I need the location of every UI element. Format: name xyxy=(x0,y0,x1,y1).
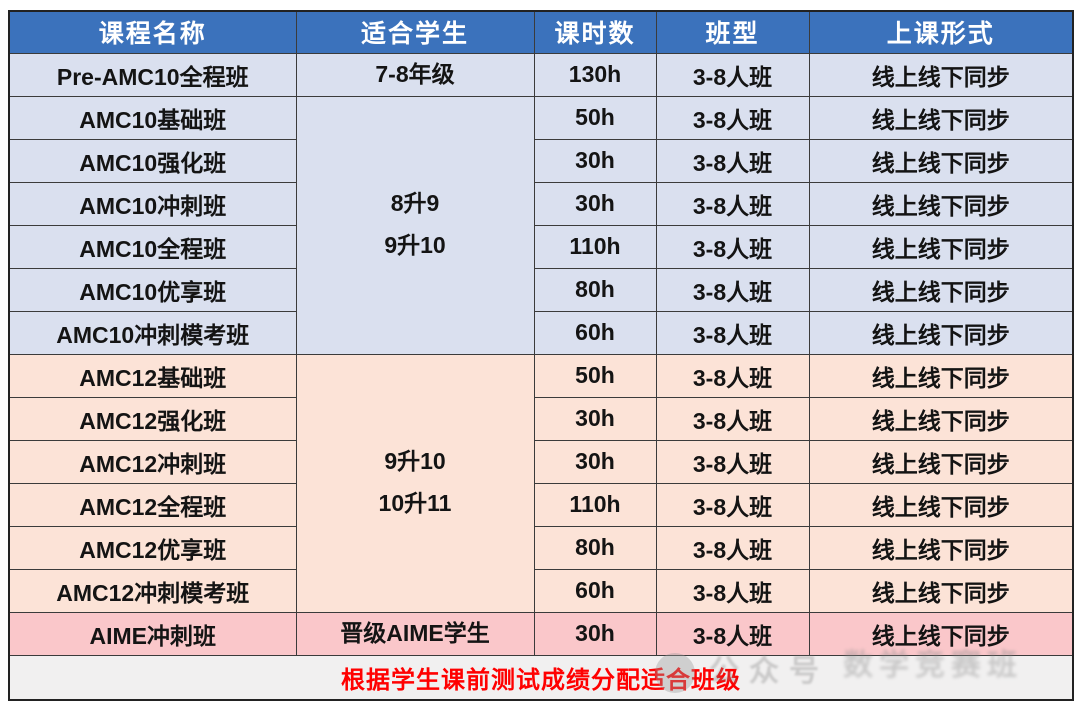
class-type-cell: 3-8人班 xyxy=(655,611,810,656)
format-cell: 线上线下同步 xyxy=(808,439,1074,484)
hours-cell: 30h xyxy=(533,611,657,656)
header-cell: 上课形式 xyxy=(808,10,1074,54)
hours-cell: 60h xyxy=(533,310,657,355)
hours-cell: 30h xyxy=(533,439,657,484)
course-name-cell: AMC12冲刺模考班 xyxy=(8,568,297,613)
class-type-cell: 3-8人班 xyxy=(655,310,810,355)
course-name-cell: Pre-AMC10全程班 xyxy=(8,52,297,97)
student-level-cell: 7-8年级 xyxy=(295,52,535,97)
class-type-cell: 3-8人班 xyxy=(655,482,810,527)
class-type-cell: 3-8人班 xyxy=(655,267,810,312)
table-row: AMC10优享班 80h 3-8人班 线上线下同步 xyxy=(8,267,1074,312)
format-cell: 线上线下同步 xyxy=(808,224,1074,269)
course-name-cell: AMC12强化班 xyxy=(8,396,297,441)
course-name-cell: AMC12优享班 xyxy=(8,525,297,570)
table-row: AMC10基础班 8升9 9升10 50h 3-8人班 线上线下同步 xyxy=(8,95,1074,355)
student-level-cell: 晋级AIME学生 xyxy=(295,611,535,656)
class-type-cell: 3-8人班 xyxy=(655,568,810,613)
class-type-cell: 3-8人班 xyxy=(655,396,810,441)
course-name-cell: AMC12全程班 xyxy=(8,482,297,527)
format-cell: 线上线下同步 xyxy=(808,95,1074,140)
course-name-cell: AIME冲刺班 xyxy=(8,611,297,656)
class-type-cell: 3-8人班 xyxy=(655,52,810,97)
format-cell: 线上线下同步 xyxy=(808,52,1074,97)
footer-note: 根据学生课前测试成绩分配适合班级 xyxy=(8,654,1074,701)
hours-cell: 80h xyxy=(533,525,657,570)
format-cell: 线上线下同步 xyxy=(808,611,1074,656)
hours-cell: 110h xyxy=(533,224,657,269)
course-schedule-table: 课程名称 适合学生 课时数 班型 上课形式 Pre-AMC10全程班 7-8年级 130h 3… xyxy=(8,10,1074,701)
class-type-cell: 3-8人班 xyxy=(655,439,810,484)
header-cell: 课程名称 xyxy=(8,10,297,54)
student-level-line: 7-8年级 xyxy=(375,60,455,87)
header-row: 课程名称 适合学生 课时数 班型 上课形式 xyxy=(8,10,1074,54)
format-cell: 线上线下同步 xyxy=(808,181,1074,226)
hours-cell: 30h xyxy=(533,396,657,441)
student-level-cell: 8升9 9升10 xyxy=(295,95,535,355)
table-row: Pre-AMC10全程班 7-8年级 130h 3-8人班 线上线下同步 xyxy=(8,52,1074,97)
class-type-cell: 3-8人班 xyxy=(655,138,810,183)
footer-row: 根据学生课前测试成绩分配适合班级 xyxy=(8,654,1074,701)
student-level-line: 10升11 xyxy=(378,490,452,516)
course-name-cell: AMC10基础班 xyxy=(8,95,297,140)
table-row: AMC10冲刺班 30h 3-8人班 线上线下同步 xyxy=(8,181,1074,226)
class-type-cell: 3-8人班 xyxy=(655,525,810,570)
table-row: AIME冲刺班 晋级AIME学生 30h 3-8人班 线上线下同步 xyxy=(8,611,1074,656)
hours-cell: 50h xyxy=(533,95,657,140)
table-row: AMC12冲刺班 30h 3-8人班 线上线下同步 xyxy=(8,439,1074,484)
course-name-cell: AMC10冲刺班 xyxy=(8,181,297,226)
hours-cell: 30h xyxy=(533,138,657,183)
table-row: AMC12优享班 80h 3-8人班 线上线下同步 xyxy=(8,525,1074,570)
format-cell: 线上线下同步 xyxy=(808,525,1074,570)
student-level-line: 9升10 xyxy=(384,232,446,258)
course-name-cell: AMC10全程班 xyxy=(8,224,297,269)
hours-cell: 110h xyxy=(533,482,657,527)
table-row: AMC12强化班 30h 3-8人班 线上线下同步 xyxy=(8,396,1074,441)
format-cell: 线上线下同步 xyxy=(808,267,1074,312)
table-row: AMC12全程班 110h 3-8人班 线上线下同步 xyxy=(8,482,1074,527)
table-row: AMC10强化班 30h 3-8人班 线上线下同步 xyxy=(8,138,1074,183)
student-level-line: 8升9 xyxy=(390,190,440,217)
class-type-cell: 3-8人班 xyxy=(655,353,810,398)
header-cell: 适合学生 xyxy=(295,10,535,54)
format-cell: 线上线下同步 xyxy=(808,353,1074,398)
format-cell: 线上线下同步 xyxy=(808,138,1074,183)
class-type-cell: 3-8人班 xyxy=(655,181,810,226)
course-name-cell: AMC10优享班 xyxy=(8,267,297,312)
hours-cell: 30h xyxy=(533,181,657,226)
course-name-cell: AMC10强化班 xyxy=(8,138,297,183)
student-level-line: 9升10 xyxy=(384,448,446,475)
class-type-cell: 3-8人班 xyxy=(655,95,810,140)
table-row: AMC12基础班 9升10 10升11 50h 3-8人班 线上线下同步 xyxy=(8,353,1074,613)
table-row: AMC10全程班 110h 3-8人班 线上线下同步 xyxy=(8,224,1074,269)
table-row: AMC12冲刺模考班 60h 3-8人班 线上线下同步 xyxy=(8,568,1074,613)
header-cell: 课时数 xyxy=(533,10,657,54)
course-name-cell: AMC10冲刺模考班 xyxy=(8,310,297,355)
hours-cell: 60h xyxy=(533,568,657,613)
table-row: AMC10冲刺模考班 60h 3-8人班 线上线下同步 xyxy=(8,310,1074,355)
format-cell: 线上线下同步 xyxy=(808,568,1074,613)
course-name-cell: AMC12基础班 xyxy=(8,353,297,398)
course-name-cell: AMC12冲刺班 xyxy=(8,439,297,484)
class-type-cell: 3-8人班 xyxy=(655,224,810,269)
header-cell: 班型 xyxy=(655,10,810,54)
format-cell: 线上线下同步 xyxy=(808,482,1074,527)
format-cell: 线上线下同步 xyxy=(808,310,1074,355)
hours-cell: 130h xyxy=(533,52,657,97)
hours-cell: 50h xyxy=(533,353,657,398)
student-level-cell: 9升10 10升11 xyxy=(295,353,535,613)
format-cell: 线上线下同步 xyxy=(808,396,1074,441)
student-level-line: 晋级AIME学生 xyxy=(340,619,490,646)
hours-cell: 80h xyxy=(533,267,657,312)
